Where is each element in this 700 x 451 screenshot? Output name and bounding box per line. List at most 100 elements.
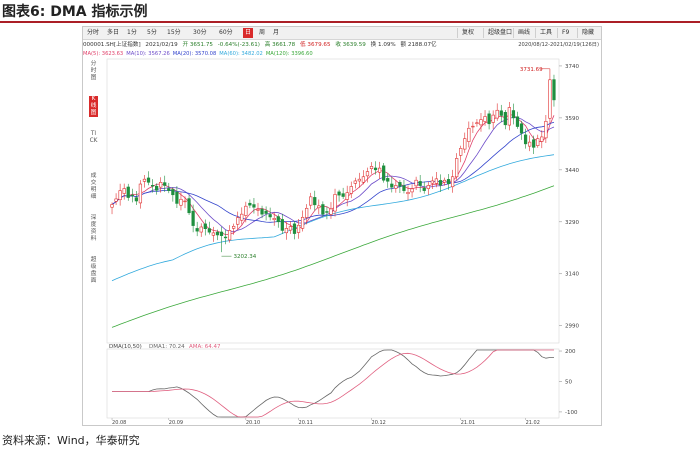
candle-body-97 <box>503 112 507 126</box>
dma-panel-border <box>106 348 560 419</box>
dma-line <box>112 349 555 418</box>
sidebar-view-5[interactable]: 超级盘面 <box>90 257 97 284</box>
candle-body-5 <box>130 194 134 197</box>
high-value: 高 3661.78 <box>264 42 296 48</box>
candle-body-106 <box>540 136 544 142</box>
candle-body-10 <box>150 184 155 187</box>
candle-body-89 <box>471 125 475 128</box>
chart-canvas: 3740 3590 3440 3290 3140 2990 3731.69 3202.34 DM… <box>106 58 579 425</box>
annotation-label-1: 3202.34 <box>234 254 257 260</box>
candle-body-46 <box>296 224 301 233</box>
dma-label: DMA(10,50) <box>109 344 142 350</box>
candle-body-74 <box>410 188 414 193</box>
price-tick-label-3: 3290 <box>565 220 579 226</box>
candle-body-52 <box>321 204 325 215</box>
period-tab-4[interactable]: 15分 <box>167 29 181 36</box>
sidebar-view-2[interactable]: TICK <box>89 131 98 144</box>
candle-body-14 <box>167 188 171 191</box>
candle-body-4 <box>126 186 130 198</box>
candle-body-94 <box>491 114 495 123</box>
candle-body-18 <box>183 200 187 203</box>
candle-body-2 <box>118 190 122 201</box>
toolbar-button-1[interactable]: 超级盘口 <box>483 28 516 38</box>
candle-body-80 <box>434 178 439 184</box>
moving-average-legend: MA(5): 3623.63 MA(10): 3567.26 MA(20): 357… <box>83 50 601 59</box>
view-sidebar: 分时图 K线图 TICK 成交明细深度资料超级盘面 <box>83 59 105 369</box>
price-tick-label-0: 3740 <box>565 64 579 70</box>
candle-body-57 <box>341 193 345 197</box>
toolbar-button-2[interactable]: 画线 <box>513 28 534 38</box>
candle-body-44 <box>288 226 293 231</box>
period-tab-9[interactable]: 月 <box>273 29 280 36</box>
ma60-line <box>111 154 555 282</box>
date-tick-label-1: 20.09 <box>169 420 183 425</box>
candle-body-34 <box>248 202 252 206</box>
ma-label-4: MA(120): 3396.60 <box>265 51 313 57</box>
candle-body-55 <box>333 194 337 212</box>
sidebar-view-1[interactable]: K线图 <box>89 96 98 117</box>
sidebar-view-4[interactable]: 深度资料 <box>90 215 97 242</box>
ma5-line <box>111 114 555 236</box>
candle-body-59 <box>349 186 353 194</box>
candle-body-38 <box>264 210 268 214</box>
candle-body-15 <box>171 189 175 196</box>
annotation-label-0: 3731.69 <box>520 67 543 73</box>
candle-body-82 <box>442 179 447 183</box>
candle-body-75 <box>414 179 418 187</box>
period-tab-7[interactable]: 日 <box>243 28 254 38</box>
sidebar-view-0[interactable]: 分时图 <box>90 61 97 81</box>
candle-body-70 <box>394 185 398 189</box>
period-toolbar: 分时 多日 1分 5分 15分 30分 60分 日周月 隐藏 F9 工具 画线 超级盘口 复权 <box>83 27 601 40</box>
candle-body-68 <box>386 178 390 182</box>
candle-body-61 <box>357 178 361 182</box>
amount-value: 额 2188.07亿 <box>400 42 437 48</box>
toolbar-button-3[interactable]: 工具 <box>535 28 556 38</box>
candle-body-98 <box>507 107 511 126</box>
candle-body-77 <box>422 187 426 191</box>
candle-body-58 <box>345 192 349 200</box>
price-tick-label-4: 3140 <box>565 272 579 278</box>
caption-rule <box>0 21 700 23</box>
candle-body-25 <box>211 232 216 236</box>
candle-body-32 <box>240 213 244 221</box>
period-tab-2[interactable]: 1分 <box>127 29 137 36</box>
turnover-value: 换 1.09% <box>370 42 396 48</box>
candle-body-22 <box>199 226 203 233</box>
candle-body-72 <box>402 185 406 191</box>
ama-line <box>112 349 554 418</box>
period-tab-0[interactable]: 分时 <box>87 29 100 36</box>
period-tab-5[interactable]: 30分 <box>193 29 207 36</box>
toolbar-button-4[interactable]: F9 <box>557 28 573 38</box>
period-tab-8[interactable]: 周 <box>259 29 266 36</box>
candle-body-43 <box>284 228 288 234</box>
candle-body-23 <box>203 223 207 230</box>
candle-body-95 <box>495 109 499 119</box>
sidebar-view-3[interactable]: 成交明细 <box>90 173 97 200</box>
period-tab-1[interactable]: 多日 <box>107 29 120 36</box>
candle-body-49 <box>309 196 313 206</box>
candle-body-102 <box>523 134 528 145</box>
candle-body-71 <box>398 182 402 187</box>
toolbar-button-0[interactable]: 复权 <box>457 28 478 38</box>
candle-body-16 <box>175 191 179 204</box>
candle-body-28 <box>223 236 228 239</box>
candle-body-105 <box>536 138 540 146</box>
candle-body-73 <box>406 192 410 195</box>
candle-body-99 <box>511 110 516 119</box>
candle-body-51 <box>317 205 321 209</box>
date-tick-label-3: 20.11 <box>299 420 313 425</box>
candle-body-39 <box>268 214 272 218</box>
toolbar-button-5[interactable]: 隐藏 <box>577 28 598 38</box>
candle-body-19 <box>187 198 191 214</box>
candle-body-40 <box>272 218 276 221</box>
candle-body-48 <box>305 207 309 218</box>
candle-body-3 <box>122 188 126 194</box>
candle-body-45 <box>292 223 297 234</box>
period-tab-3[interactable]: 5分 <box>147 29 157 36</box>
candle-body-1 <box>114 198 118 202</box>
price-tick-label-1: 3590 <box>565 116 579 122</box>
candle-body-78 <box>426 185 430 190</box>
period-tab-6[interactable]: 60分 <box>219 29 233 36</box>
ma-label-0: MA(5): 3623.63 <box>83 51 124 57</box>
candle-body-56 <box>337 191 341 196</box>
